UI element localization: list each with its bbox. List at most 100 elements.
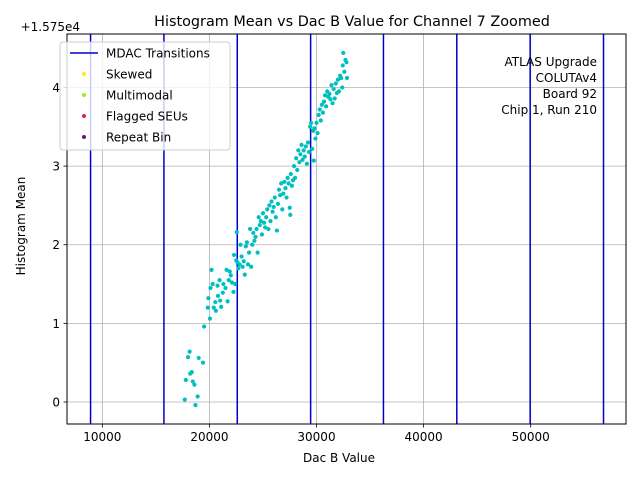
- data-point: [270, 209, 275, 214]
- data-point: [187, 349, 192, 354]
- data-point: [303, 144, 308, 149]
- data-point: [243, 244, 248, 249]
- data-point: [224, 267, 229, 272]
- data-point: [331, 86, 336, 92]
- annotation-line: COLUTAv4: [536, 71, 597, 85]
- data-point: [256, 215, 261, 220]
- data-point: [282, 179, 287, 184]
- data-point: [227, 269, 232, 274]
- y-axis-offset-text: +1.575e4: [21, 20, 80, 34]
- data-point: [219, 304, 224, 309]
- data-point: [241, 259, 246, 264]
- data-point: [298, 152, 303, 157]
- x-axis-ticks: 10000 20000 30000 40000 50000: [83, 424, 550, 444]
- data-point: [336, 89, 342, 94]
- data-point: [207, 316, 213, 321]
- data-point: [208, 285, 213, 291]
- data-point: [321, 99, 327, 104]
- data-point: [248, 226, 253, 232]
- data-point: [254, 226, 259, 232]
- data-point: [215, 293, 221, 298]
- data-point: [259, 232, 265, 237]
- data-point: [229, 280, 235, 285]
- data-point: [278, 193, 283, 198]
- y-tick-label: 2: [52, 238, 60, 252]
- data-point: [200, 360, 206, 365]
- data-point: [316, 112, 321, 118]
- data-point: [228, 273, 233, 278]
- data-point: [231, 252, 237, 258]
- data-point: [265, 207, 270, 212]
- data-point: [215, 283, 220, 288]
- data-point: [242, 272, 247, 277]
- data-point: [289, 183, 294, 188]
- x-tick-label: 30000: [297, 430, 335, 444]
- data-point: [329, 83, 334, 88]
- data-point: [276, 187, 282, 192]
- chart-title: Histogram Mean vs Dac B Value for Channe…: [154, 14, 550, 30]
- data-point: [246, 250, 252, 255]
- data-point: [310, 146, 315, 151]
- data-point: [261, 220, 267, 225]
- data-point: [252, 238, 257, 243]
- legend-point-swatch: [82, 114, 86, 118]
- data-point: [294, 156, 299, 161]
- data-point: [281, 191, 286, 196]
- legend-label: Flagged SEUs: [106, 110, 188, 124]
- data-point: [267, 203, 272, 208]
- data-point: [299, 142, 304, 147]
- legend-point-swatch: [82, 135, 86, 139]
- annotation-line: ATLAS Upgrade: [504, 55, 597, 69]
- data-point: [251, 230, 256, 236]
- annotation-line: Chip 1, Run 210: [501, 103, 597, 117]
- data-point: [244, 240, 250, 245]
- data-point: [327, 91, 332, 96]
- data-point: [209, 267, 214, 272]
- data-point: [288, 171, 293, 177]
- y-axis-label: Histogram Mean: [14, 177, 28, 276]
- data-point: [196, 355, 201, 361]
- data-point: [284, 195, 289, 200]
- data-point: [213, 308, 218, 313]
- x-tick-label: 20000: [190, 430, 228, 444]
- data-point: [313, 136, 318, 141]
- data-point: [340, 63, 345, 68]
- data-point: [231, 289, 236, 295]
- data-point: [271, 204, 276, 210]
- data-point: [189, 370, 194, 375]
- data-point: [288, 212, 293, 217]
- data-point: [279, 181, 284, 186]
- data-point: [236, 266, 241, 271]
- grid: [67, 34, 626, 424]
- data-point: [213, 300, 218, 305]
- data-point: [266, 226, 271, 232]
- data-point: [287, 205, 292, 210]
- data-point: [320, 110, 326, 115]
- data-point: [292, 175, 298, 180]
- legend-label: Repeat Bin: [106, 131, 171, 145]
- data-point: [295, 167, 300, 173]
- legend-box: [59, 41, 231, 151]
- data-point: [344, 60, 349, 65]
- data-point: [264, 215, 269, 220]
- data-point: [253, 234, 258, 239]
- data-point: [283, 186, 288, 191]
- data-point: [193, 403, 198, 408]
- data-point: [322, 93, 328, 98]
- x-tick-label: 50000: [512, 430, 550, 444]
- data-point: [225, 299, 230, 304]
- data-point: [249, 264, 254, 269]
- data-point: [342, 69, 347, 74]
- data-point: [300, 157, 305, 162]
- y-tick-label: 3: [52, 160, 60, 174]
- data-point: [307, 124, 313, 129]
- y-tick-label: 0: [52, 395, 60, 409]
- data-point: [211, 305, 216, 310]
- data-point: [258, 219, 263, 224]
- data-point: [221, 281, 226, 287]
- data-point: [255, 250, 260, 255]
- data-point: [301, 148, 306, 153]
- data-point: [223, 285, 228, 291]
- legend-point-swatch: [82, 93, 86, 97]
- data-point: [296, 148, 301, 153]
